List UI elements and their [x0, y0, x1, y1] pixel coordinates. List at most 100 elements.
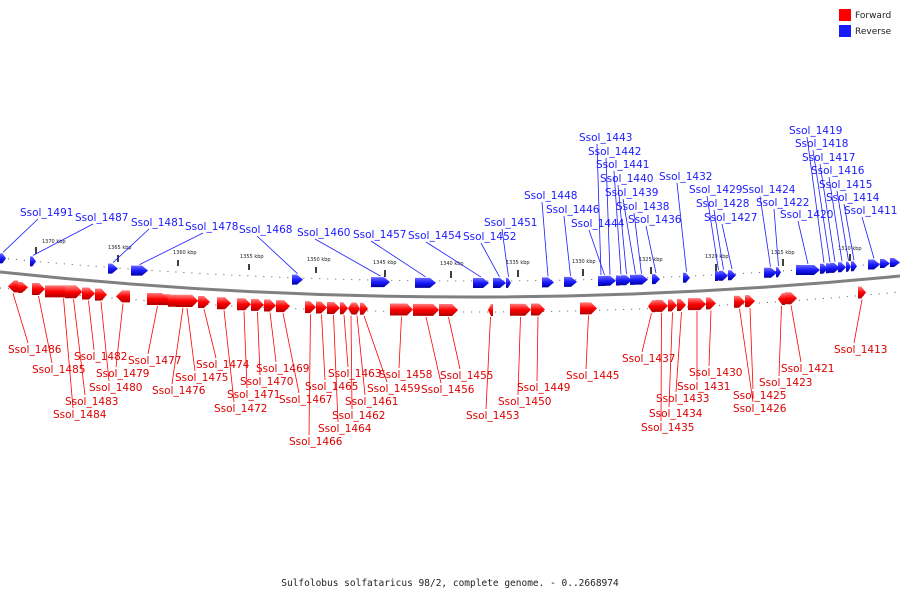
- gene-leader-line: [333, 314, 339, 423]
- gene-leader-line: [759, 195, 771, 267]
- gene-label-reverse: Ssol_1432: [659, 171, 712, 183]
- gene-label-forward: Ssol_1462: [332, 410, 385, 422]
- gene-label-forward: Ssol_1459: [367, 383, 420, 395]
- gene-leader-line: [370, 240, 426, 278]
- gene-leader-line: [517, 316, 521, 396]
- gene-label-reverse: Ssol_1457: [353, 229, 406, 241]
- tick-label: 1345 kbp: [373, 260, 397, 266]
- gene-label-forward: Ssol_1477: [128, 355, 181, 367]
- gene-arrow-forward: [237, 298, 251, 311]
- gene-arrow-forward: [8, 280, 18, 293]
- gene-label-forward: Ssol_1486: [8, 344, 62, 356]
- legend: Forward Reverse: [839, 9, 892, 37]
- gene-label-forward: Ssol_1449: [517, 382, 570, 394]
- tick-label: 1310 kbp: [838, 246, 862, 252]
- gene-leader-line: [713, 209, 724, 270]
- gene-leader-line: [641, 313, 652, 353]
- tick-label: 1340 kbp: [440, 261, 464, 267]
- gene-leader-line: [836, 190, 849, 261]
- gene-label-reverse: Ssol_1415: [819, 179, 872, 191]
- gene-label-forward: Ssol_1434: [649, 408, 703, 420]
- gene-leader-line: [676, 182, 687, 272]
- gene-arrow-forward: [858, 286, 866, 299]
- gene-label-forward: Ssol_1450: [498, 396, 551, 408]
- gene-leader-line: [425, 316, 442, 384]
- gene-leader-line: [806, 136, 825, 263]
- gene-arrow-reverse: [890, 257, 900, 267]
- gene-label-forward: Ssol_1413: [834, 344, 887, 356]
- gene-label-reverse: Ssol_1436: [628, 214, 682, 226]
- gene-arrow-forward: [198, 296, 210, 309]
- gene-label-forward: Ssol_1433: [656, 393, 709, 405]
- gene-arrow-forward: [18, 281, 28, 293]
- gene-label-forward: Ssol_1426: [733, 403, 787, 415]
- gene-leader-line: [282, 313, 300, 394]
- gene-leader-line: [308, 314, 311, 436]
- gene-label-reverse: Ssol_1487: [75, 212, 128, 224]
- gene-arrow-reverse: [830, 262, 840, 273]
- gene-arrow-reverse: [564, 276, 577, 287]
- gene-label-forward: Ssol_1475: [175, 372, 228, 384]
- gene-arrow-forward: [734, 295, 745, 308]
- gene-leader-line: [314, 238, 381, 277]
- gene-leader-line: [778, 305, 782, 377]
- gene-label-reverse: Ssol_1422: [756, 197, 809, 209]
- gene-arrow-forward: [360, 302, 368, 315]
- gene-leader-line: [485, 316, 491, 410]
- gene-label-forward: Ssol_1458: [379, 369, 432, 381]
- legend-swatch-forward: [839, 9, 851, 21]
- gene-arrow-reverse: [635, 274, 648, 285]
- gene-arrow-forward: [348, 302, 354, 315]
- gene-label-reverse: Ssol_1454: [408, 230, 462, 242]
- gene-label-reverse: Ssol_1438: [616, 201, 669, 213]
- gene-arrow-reverse: [846, 261, 851, 272]
- gene-leader-line: [243, 311, 248, 389]
- gene-arrow-forward: [327, 301, 340, 314]
- gene-label-forward: Ssol_1471: [227, 389, 280, 401]
- gene-leader-line: [73, 299, 86, 396]
- gene-leader-line: [363, 315, 388, 383]
- gene-arrow-reverse: [764, 267, 777, 278]
- gene-arrow-forward: [668, 299, 677, 312]
- gene-leader-line: [645, 225, 657, 274]
- gene-arrow-reverse: [108, 263, 118, 274]
- gene-leader-line: [739, 308, 754, 403]
- gene-arrow-forward: [655, 299, 668, 312]
- gene-label-forward: Ssol_1465: [305, 381, 358, 393]
- gene-label-forward: Ssol_1445: [566, 370, 619, 382]
- gene-label-reverse: Ssol_1468: [239, 224, 292, 236]
- gene-leader-line: [668, 312, 673, 408]
- gene-leader-line: [706, 195, 719, 271]
- gene-arrow-forward: [147, 292, 168, 305]
- legend-swatch-reverse: [839, 25, 851, 37]
- gene-leader-line: [256, 235, 298, 274]
- gene-arrow-reverse: [371, 277, 390, 288]
- gene-leader-line: [350, 315, 353, 410]
- gene-label-reverse: Ssol_1411: [844, 205, 897, 217]
- gene-leader-line: [563, 215, 571, 276]
- gene-label-reverse: Ssol_1451: [484, 217, 537, 229]
- gene-arrow-reverse: [493, 277, 506, 288]
- gene-leader-line: [32, 223, 94, 256]
- gene-arrow-reverse: [0, 253, 6, 264]
- gene-leader-line: [617, 184, 627, 275]
- gene-arrow-reverse: [415, 277, 436, 288]
- gene-label-forward: Ssol_1476: [152, 385, 206, 397]
- legend-label-reverse: Reverse: [855, 27, 892, 37]
- gene-label-forward: Ssol_1464: [318, 423, 372, 435]
- gene-leader-line: [398, 316, 402, 369]
- gene-leader-line: [749, 308, 754, 390]
- gene-arrow-reverse: [683, 272, 690, 283]
- gene-arrow-forward: [488, 303, 493, 316]
- gene-label-forward: Ssol_1463: [328, 368, 381, 380]
- gene-leader-line: [541, 201, 549, 277]
- gene-arrow-forward: [531, 303, 545, 316]
- gene-arrow-reverse: [506, 277, 511, 288]
- gene-arrow-reverse: [652, 274, 660, 285]
- gene-arrow-forward: [95, 288, 107, 301]
- gene-leader-line: [828, 176, 843, 262]
- gene-label-forward: Ssol_1480: [89, 382, 142, 394]
- gene-arrow-forward: [706, 297, 716, 310]
- gene-label-reverse: Ssol_1418: [795, 138, 848, 150]
- gene-leader-line: [147, 305, 158, 355]
